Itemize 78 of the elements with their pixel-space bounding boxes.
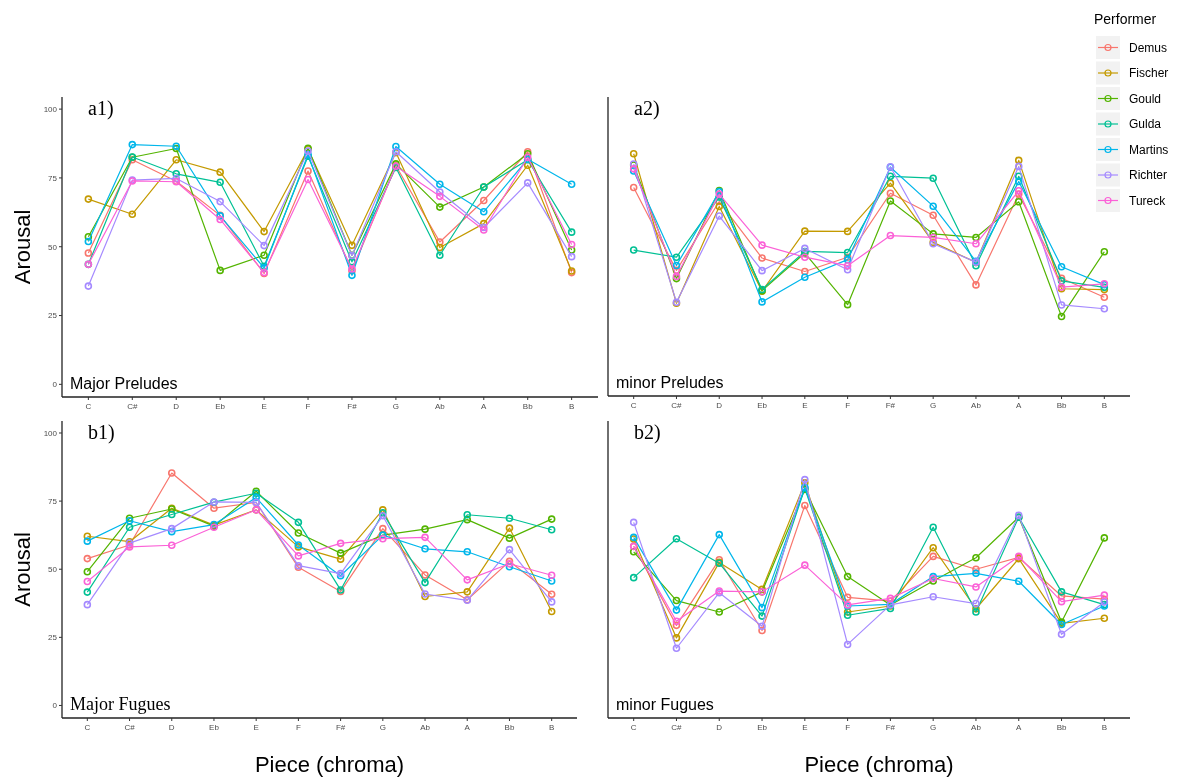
x-tick-label: F# [347,402,358,411]
x-tick-label: Eb [215,402,226,411]
x-tick-label: D [716,401,723,410]
y-tick-label: 75 [48,173,58,183]
y-tick-label: 100 [43,104,58,114]
x-tick-label: Eb [757,723,768,732]
x-tick-label: E [802,723,808,732]
x-tick-label: Bb [1056,723,1067,732]
x-tick-label: G [930,723,937,732]
y-axis-title: Arousal [10,532,35,607]
x-tick-label: C# [124,723,136,732]
y-tick-label: 25 [48,633,58,643]
y-axis-title: Arousal [10,209,35,285]
legend-label: Gulda [1129,117,1162,132]
x-tick-label: F [295,723,301,732]
x-tick-label: Ab [434,402,446,411]
x-tick-label: F [845,723,851,732]
annotation: minor Fugues [616,696,714,713]
x-tick-label: A [1016,723,1023,732]
x-tick-label: G [930,401,937,410]
legend-label: Fischer [1129,66,1169,81]
x-tick-label: F# [885,401,896,410]
x-tick-label: B [568,402,575,411]
x-tick-label: G [392,402,400,411]
x-tick-label: E [261,402,267,411]
x-tick-label: D [716,723,723,732]
x-tick-label: B [1101,723,1107,732]
x-tick-label: E [802,401,808,410]
legend-label: Richter [1129,168,1168,183]
x-tick-label: C# [671,723,683,732]
x-tick-label: B [549,723,555,732]
x-tick-label: Ab [971,401,982,410]
chart-title: a1) [88,97,114,120]
x-tick-label: C# [127,402,138,411]
x-tick-label: Eb [209,723,220,732]
x-tick-label: C [630,723,637,732]
x-tick-label: F# [885,723,896,732]
annotation: Major Preludes [70,375,178,392]
annotation: minor Preludes [616,374,724,391]
annotation: Major Fugues [70,694,171,714]
x-tick-label: G [379,723,386,732]
x-tick-label: Bb [522,402,534,411]
legend-label: Demus [1129,40,1168,55]
x-tick-label: A [1016,401,1023,410]
x-tick-label: B [1101,401,1107,410]
y-tick-label: 50 [48,242,58,252]
x-tick-label: A [464,723,471,732]
x-tick-label: Eb [757,401,768,410]
y-tick-label: 0 [52,380,58,390]
x-tick-label: D [173,402,180,411]
x-tick-label: C [630,401,637,410]
legend-label: Tureck [1129,193,1167,208]
x-tick-label: C [85,402,92,411]
x-tick-label: Bb [504,723,515,732]
x-tick-label: A [481,402,488,411]
y-tick-label: 0 [52,701,58,711]
chart-title: b1) [88,421,115,444]
x-tick-label: Ab [420,723,431,732]
x-axis-title: Piece (chroma) [254,752,405,777]
x-tick-label: C [84,723,91,732]
x-tick-label: Ab [971,723,982,732]
legend-label: Martins [1129,142,1169,157]
chart-title: a2) [634,97,660,120]
legend-title: Performer [1094,11,1157,27]
legend-label: Gould [1129,91,1162,106]
x-tick-label: C# [671,401,683,410]
y-tick-label: 50 [48,565,58,575]
x-tick-label: F# [335,723,346,732]
chart-title: b2) [634,421,661,444]
y-tick-label: 25 [48,311,58,321]
x-tick-label: Bb [1056,401,1067,410]
x-tick-label: F [305,402,311,411]
y-tick-label: 75 [48,496,58,506]
x-tick-label: E [253,723,259,732]
x-axis-title: Piece (chroma) [804,752,954,777]
y-tick-label: 100 [43,428,58,438]
x-tick-label: F [845,401,851,410]
x-tick-label: D [168,723,175,732]
